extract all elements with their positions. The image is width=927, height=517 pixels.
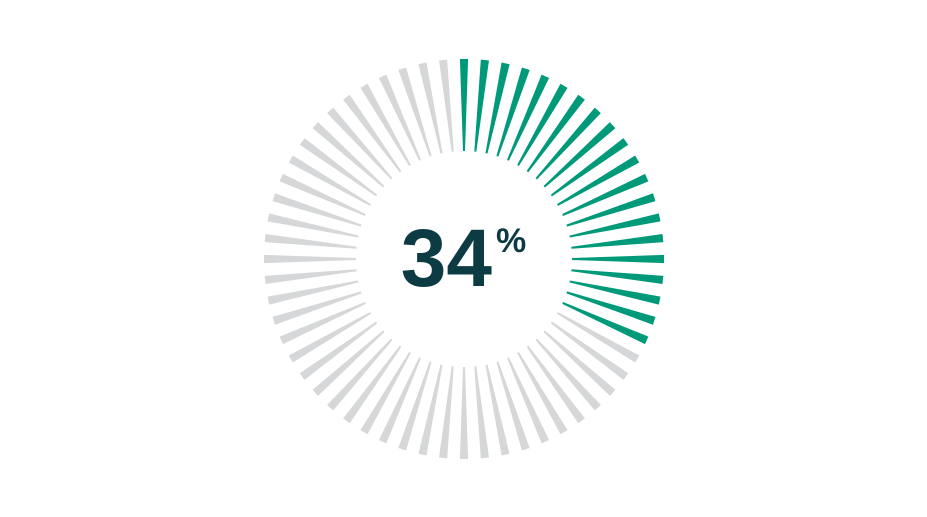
gauge-tick — [459, 59, 467, 151]
gauge-tick — [264, 234, 356, 249]
gauge-tick — [439, 366, 454, 458]
gauge-tick — [459, 367, 467, 459]
gauge-tick — [439, 59, 454, 151]
gauge-tick — [267, 213, 358, 237]
radial-percentage-gauge: 34 % — [254, 49, 674, 469]
gauge-value: 34 — [401, 218, 492, 300]
gauge-tick — [569, 213, 660, 237]
gauge-tick — [264, 254, 356, 262]
gauge-tick — [569, 280, 660, 304]
gauge-tick — [474, 366, 489, 458]
gauge-center-label: 34 % — [401, 218, 526, 300]
gauge-tick — [474, 59, 489, 151]
gauge-tick — [571, 234, 663, 249]
gauge-tick — [264, 269, 356, 284]
gauge-tick — [418, 62, 442, 153]
gauge-tick — [267, 280, 358, 304]
gauge-tick — [418, 364, 442, 455]
gauge-tick — [571, 269, 663, 284]
gauge-tick — [572, 254, 664, 262]
gauge-tick — [485, 364, 509, 455]
gauge-suffix: % — [496, 224, 526, 258]
gauge-tick — [485, 62, 509, 153]
